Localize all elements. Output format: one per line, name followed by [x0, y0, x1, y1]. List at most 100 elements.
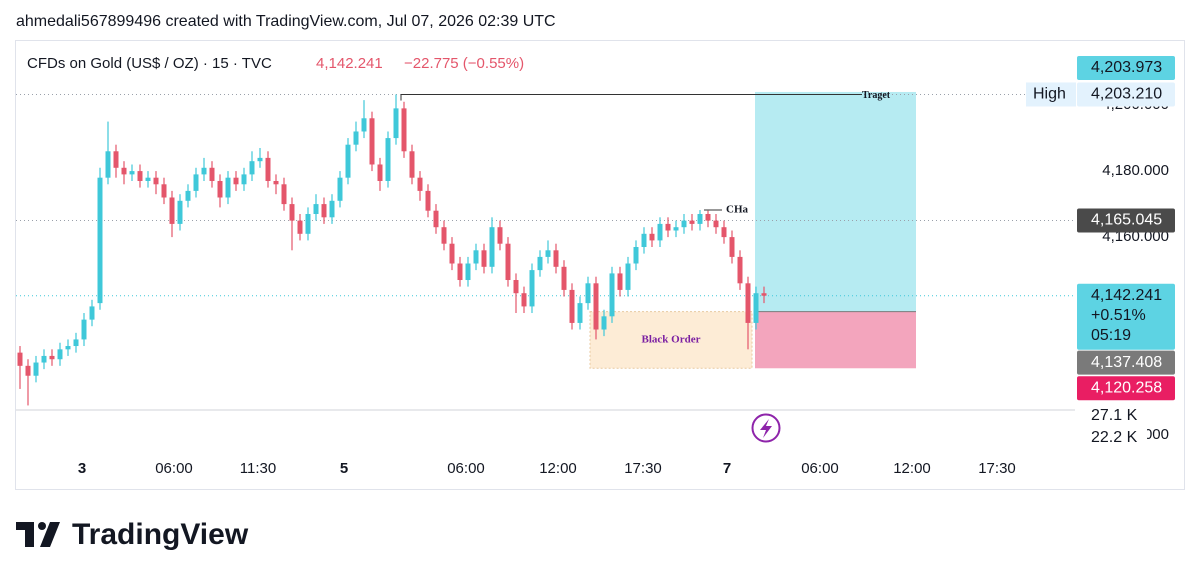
volume-label-bg [1085, 406, 1147, 426]
x-tick-label: 06:00 [155, 460, 193, 477]
candle-body [673, 227, 679, 231]
candle-body [561, 266, 567, 290]
candle-body [65, 346, 71, 350]
candle-body [217, 180, 223, 198]
candle-body [521, 293, 527, 307]
candle-body [241, 174, 247, 185]
candle-body [553, 250, 559, 267]
price-badge-label: 4,203.210 [1091, 86, 1162, 103]
x-tick-label: 06:00 [447, 460, 485, 477]
candle-body [145, 177, 151, 181]
candle-body [225, 177, 231, 198]
candle-body [633, 247, 639, 264]
target-label: Traget [862, 90, 891, 101]
candle-body [737, 256, 743, 284]
candle-body [185, 190, 191, 201]
candle-body [281, 184, 287, 205]
volume-label-bg [1085, 428, 1147, 448]
candle-body [441, 227, 447, 244]
candle-body [761, 293, 767, 296]
candle-body [657, 223, 663, 241]
candle-body [481, 250, 487, 267]
price-badge [1077, 55, 1175, 80]
candle-body [449, 243, 455, 264]
candle-body [265, 157, 271, 181]
volume-label: 27.1 K [1091, 407, 1138, 424]
candle-body [81, 319, 87, 340]
candle-body [569, 289, 575, 323]
candle-body [177, 200, 183, 224]
y-tick-label: 4,180.000 [1102, 162, 1169, 179]
x-tick-label: 06:00 [801, 460, 839, 477]
candle-body [353, 131, 359, 145]
target-zone [755, 91, 916, 312]
price-badge-change: +0.51% [1091, 307, 1146, 324]
candle-body [505, 243, 511, 281]
price-badge-label: 4,165.045 [1091, 212, 1162, 229]
x-tick-label: 12:00 [893, 460, 931, 477]
cha-label: CHa [726, 204, 749, 216]
x-tick-label: 7 [723, 460, 731, 477]
candle-body [369, 118, 375, 165]
candle-body [401, 108, 407, 152]
price-badge-label: 4,203.973 [1091, 59, 1162, 76]
candle-body [433, 210, 439, 228]
candle-body [473, 250, 479, 264]
candle-body [161, 184, 167, 198]
candle-body [33, 362, 39, 376]
candle-body [545, 250, 551, 257]
candle-body [97, 177, 103, 304]
logo [16, 522, 60, 547]
candle-body [209, 167, 215, 181]
candle-body [121, 167, 127, 175]
candle-body [105, 151, 111, 178]
x-tick-label: 3 [78, 460, 86, 477]
price-change: −22.775 (−0.55%) [404, 55, 524, 72]
candle-body [73, 339, 79, 347]
candle-body [193, 174, 199, 191]
x-tick-label: 5 [340, 460, 348, 477]
candle-body [321, 204, 327, 218]
candle-body [585, 283, 591, 304]
candle-body [129, 171, 135, 175]
candle-body [665, 223, 671, 231]
footer-brand: TradingView [72, 518, 249, 551]
candle-body [345, 144, 351, 178]
price-badge [1077, 283, 1175, 350]
candle-body [329, 200, 335, 218]
candle-body [617, 273, 623, 290]
candle-body [257, 157, 263, 162]
last-price: 4,142.241 [316, 55, 383, 72]
candle-body [705, 213, 711, 221]
candle-body [753, 293, 759, 323]
price-badge-label: 4,120.258 [1091, 379, 1162, 396]
candle-body [377, 164, 383, 181]
price-badge-label: 4,137.408 [1091, 354, 1162, 371]
candle-body [513, 280, 519, 294]
candle-body [409, 151, 415, 178]
candle-body [529, 270, 535, 307]
x-tick-label: 17:30 [978, 460, 1016, 477]
candle-body [25, 365, 31, 376]
price-badge [1077, 376, 1175, 401]
candle-body [649, 233, 655, 241]
candle-body [273, 180, 279, 185]
candle-body [625, 263, 631, 290]
badge-name-bg [1026, 82, 1076, 107]
chart-title: CFDs on Gold (US$ / OZ) · 15 · TVC [27, 55, 272, 72]
candle-body [497, 227, 503, 244]
candle-body [577, 303, 583, 323]
price-badge [1077, 350, 1175, 375]
chart-frame [15, 40, 1185, 490]
candle-body [417, 177, 423, 191]
candle-body [393, 108, 399, 139]
candle-body [537, 256, 543, 271]
badge-name: High [1033, 86, 1066, 103]
candle-body [465, 263, 471, 281]
stop-zone [755, 311, 916, 369]
candle-body [137, 171, 143, 181]
candle-body [385, 138, 391, 181]
x-tick-label: 12:00 [539, 460, 577, 477]
candle-body [713, 220, 719, 228]
